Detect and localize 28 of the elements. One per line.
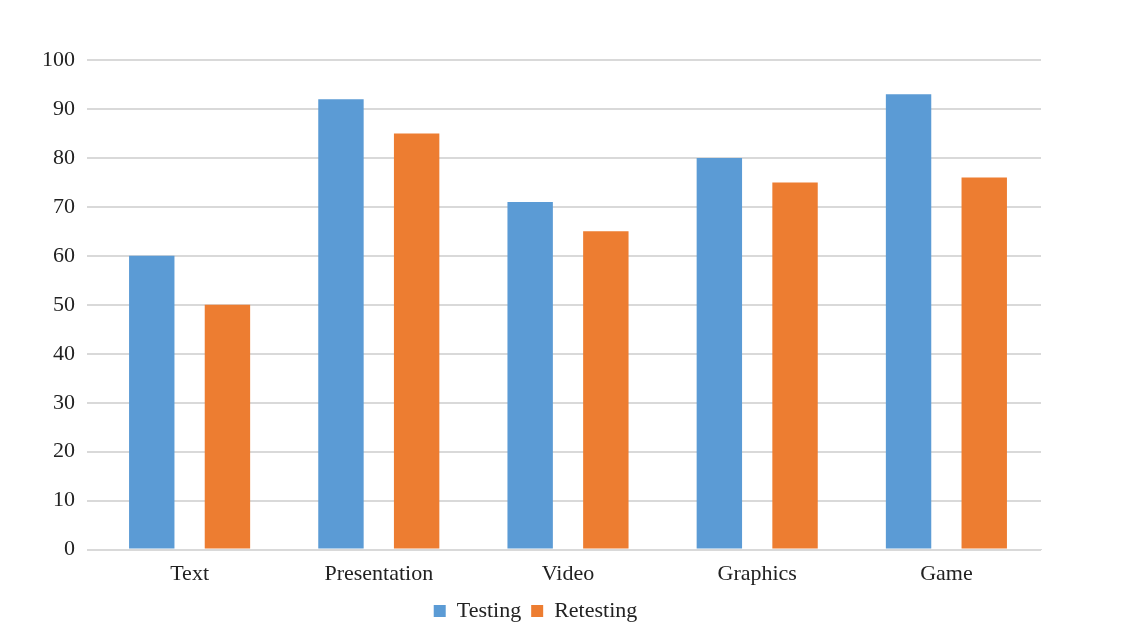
x-tick-label: Presentation — [324, 559, 434, 585]
y-tick-label: 60 — [53, 241, 75, 267]
bar — [204, 304, 251, 549]
x-tick-label: Text — [170, 559, 209, 585]
bar — [507, 201, 553, 549]
x-tick-label: Graphics — [717, 559, 797, 585]
bar — [772, 182, 818, 549]
y-tick-label: 20 — [53, 437, 75, 463]
y-tick-label: 100 — [42, 45, 75, 71]
x-tick-label: Video — [541, 559, 595, 585]
y-tick-label: 90 — [53, 94, 75, 120]
bar — [583, 231, 629, 549]
bar — [318, 99, 364, 549]
bar — [129, 255, 175, 549]
bar — [885, 94, 932, 549]
bar — [393, 133, 440, 549]
legend-label: Retesting — [554, 596, 638, 622]
y-tick-label: 30 — [53, 388, 75, 414]
bar — [696, 157, 743, 549]
y-tick-label: 70 — [53, 192, 75, 218]
y-tick-label: 80 — [53, 143, 75, 169]
legend-label: Testing — [456, 596, 522, 622]
x-tick-label: Game — [920, 559, 973, 585]
y-tick-label: 10 — [53, 486, 75, 512]
y-tick-label: 50 — [53, 290, 75, 316]
y-tick-label: 0 — [64, 535, 75, 561]
y-tick-label: 40 — [53, 339, 75, 365]
bar — [961, 177, 1007, 549]
